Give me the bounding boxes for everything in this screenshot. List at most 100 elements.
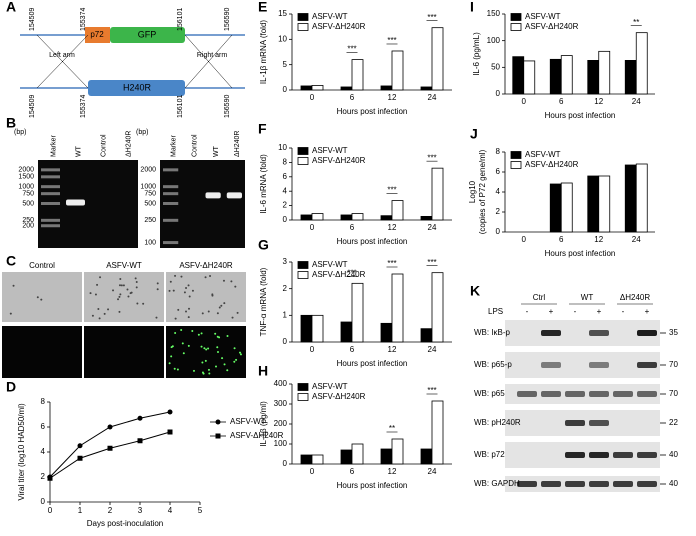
size-marker: 40: [669, 479, 678, 488]
x-tick-label: 12: [594, 235, 603, 244]
y-tick-label: 0: [41, 497, 46, 506]
gfp-dot: [226, 335, 229, 338]
x-tick-label: 6: [350, 345, 355, 354]
point: [107, 445, 113, 451]
bar: [340, 321, 353, 343]
treatment-state: +: [549, 307, 554, 316]
ladder-label: 250: [22, 217, 34, 224]
bar: [340, 214, 353, 221]
ladder-band: [163, 202, 179, 206]
legend-swatch: [510, 161, 522, 169]
ladder-band: [163, 192, 179, 196]
legend-marker: [215, 433, 221, 439]
legend-swatch: [510, 151, 522, 159]
cell-dot: [99, 276, 102, 279]
crossover-line: [36, 34, 89, 89]
cell-dot: [180, 275, 183, 278]
legend-label: ASFV-WT: [312, 260, 348, 269]
significance-label: ***: [347, 268, 356, 277]
cell-dot: [89, 292, 92, 295]
x-tick-label: 0: [48, 506, 53, 515]
cell-dot: [188, 295, 191, 298]
lane-label: Control: [100, 134, 107, 157]
group-label: ΔH240R: [620, 293, 650, 302]
gfp-dot: [226, 369, 229, 372]
brightfield-image: [2, 272, 82, 322]
y-tick-label: 6: [283, 172, 288, 181]
y-axis-label: TNF-α mRNA (fold): [259, 267, 268, 336]
x-tick-label: 0: [310, 223, 315, 232]
sample-band: [226, 192, 242, 199]
legend-label: ASFV-WT: [312, 382, 348, 391]
gfp-dot: [197, 333, 200, 336]
cell-dot: [126, 288, 129, 291]
gfp-dot: [214, 332, 217, 335]
y-tick-label: 2: [283, 201, 288, 210]
cell-dot: [234, 285, 237, 288]
significance-label: **: [389, 424, 395, 433]
lane-label: WT: [75, 145, 82, 157]
cell-dot: [168, 289, 171, 292]
legend-swatch: [297, 23, 309, 31]
gfp-dot: [192, 369, 195, 372]
bar: [351, 213, 364, 221]
panel-label: C: [6, 253, 16, 269]
ladder-label: 2000: [18, 167, 34, 174]
cell-dot: [187, 284, 190, 287]
bar: [549, 58, 562, 95]
fluorescence-image: [84, 326, 164, 378]
gfp-dot: [207, 368, 210, 371]
cell-dot: [185, 287, 188, 290]
y-axis-label: IL-6 (pg/mL): [472, 32, 481, 76]
gfp-dot: [202, 372, 205, 375]
y-axis-label: IL-6 mRNA (fold): [259, 154, 268, 214]
position-label: 155374: [80, 8, 87, 31]
bar: [624, 60, 637, 95]
gene-label: H240R: [123, 82, 152, 92]
y-tick-label: 2: [41, 472, 46, 481]
bar: [523, 60, 536, 95]
x-tick-label: 6: [350, 467, 355, 476]
x-tick-label: 3: [138, 506, 143, 515]
ladder-label: 750: [22, 191, 34, 198]
gfp-dot: [235, 358, 238, 361]
blot-band: [589, 362, 609, 368]
brightfield-image: [166, 272, 246, 322]
cell-dot: [135, 280, 138, 283]
blot-band: [589, 452, 609, 458]
cell-dot: [118, 284, 121, 287]
y-tick-label: 4: [41, 447, 46, 456]
cell-dot: [122, 284, 125, 287]
legend-label: ASFV-WT: [312, 146, 348, 155]
ladder-band: [41, 175, 60, 179]
lane-label: ΔH240R: [234, 131, 241, 157]
legend-label: ASFV-ΔH240R: [312, 22, 366, 31]
x-tick-label: 24: [632, 97, 641, 106]
gfp-dot: [207, 347, 210, 350]
legend-label: ASFV-WT: [230, 417, 266, 426]
fluorescence-image: [2, 326, 82, 378]
point: [47, 475, 53, 481]
cell-dot: [188, 307, 191, 310]
y-tick-label: 50: [491, 62, 500, 71]
group-label: WT: [581, 293, 594, 302]
y-tick-label: 150: [487, 9, 501, 18]
bar: [300, 454, 313, 465]
treatment-state: -: [622, 307, 625, 316]
y-tick-label: 10: [278, 143, 287, 152]
bar: [587, 60, 600, 95]
cell-dot: [218, 306, 221, 309]
bar: [560, 55, 573, 95]
bar: [311, 314, 324, 343]
gfp-dot: [204, 359, 207, 362]
cell-dot: [96, 283, 99, 286]
gfp-dot: [216, 346, 219, 349]
x-tick-label: 6: [350, 223, 355, 232]
y-tick-label: 0: [496, 89, 501, 98]
bar: [420, 86, 433, 91]
x-tick-label: 24: [428, 93, 437, 102]
cell-dot: [136, 302, 139, 305]
cell-dot: [185, 310, 188, 313]
blot-band: [541, 391, 561, 397]
y-tick-label: 100: [487, 36, 501, 45]
